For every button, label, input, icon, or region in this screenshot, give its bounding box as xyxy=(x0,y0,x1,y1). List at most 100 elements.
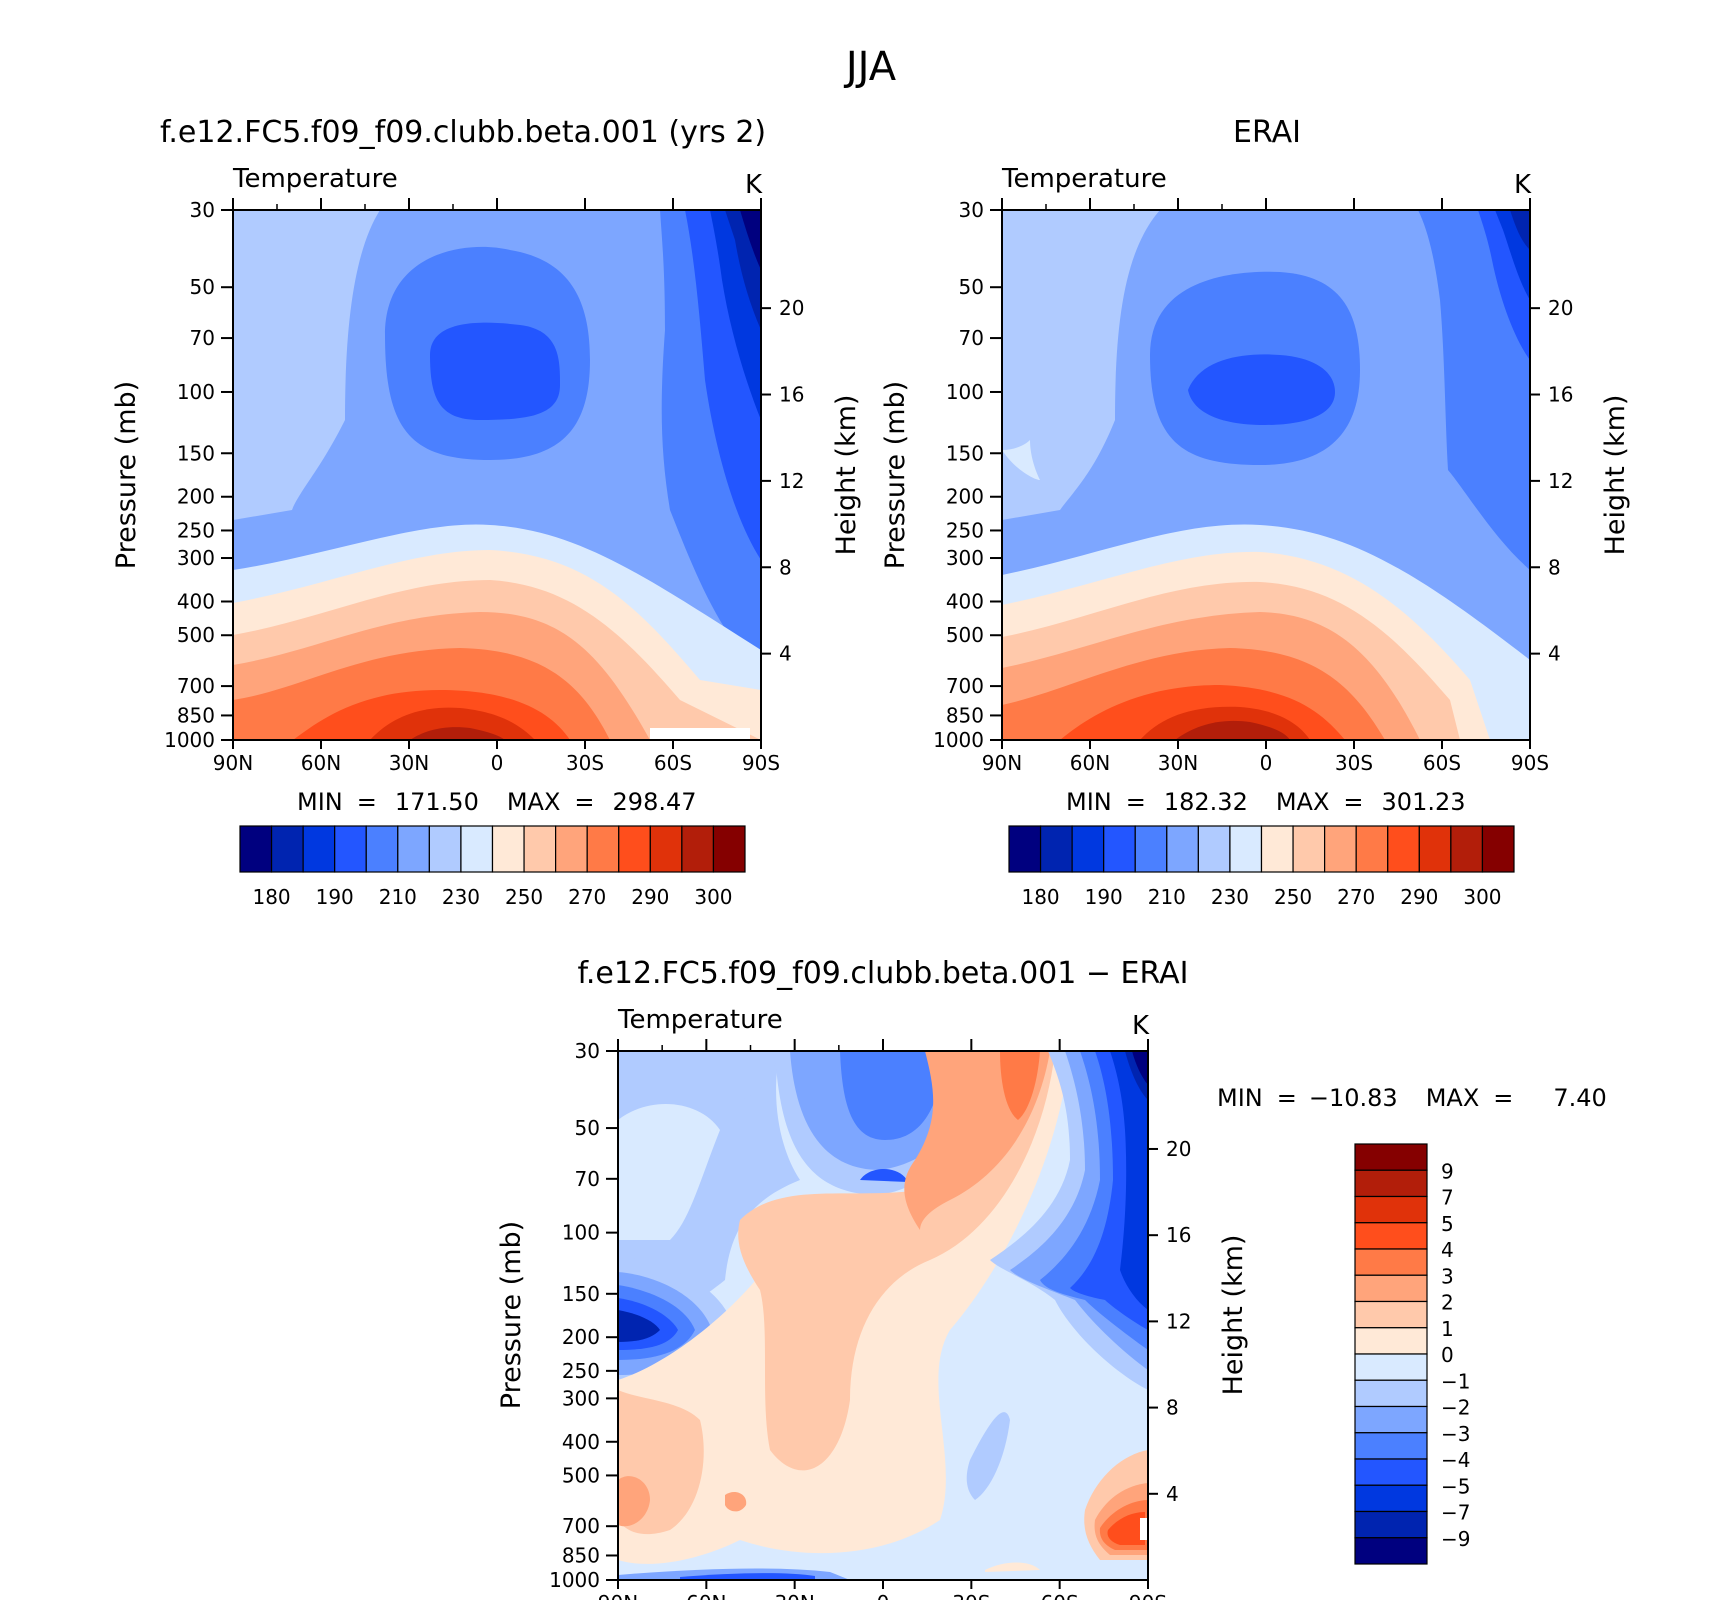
panel-model-variable: Temperature xyxy=(232,164,398,194)
panel-obs-max-label: MAX xyxy=(1276,788,1330,816)
x-tick-label: 90N xyxy=(982,751,1022,775)
colorbar-label: −1 xyxy=(1441,1369,1470,1393)
y-right-tick-label: 4 xyxy=(1166,1482,1179,1506)
y-tick-label: 850 xyxy=(177,703,215,727)
colorbar-box xyxy=(1354,1300,1428,1329)
colorbar-box xyxy=(1354,1222,1428,1250)
colorbar-box xyxy=(1039,825,1073,873)
y-tick-label: 500 xyxy=(177,623,215,647)
y-right-tick-label: 8 xyxy=(1548,555,1561,579)
colorbar-box xyxy=(1354,1458,1428,1486)
panel-diff: f.e12.FC5.f09_f09.clubb.beta.001 − ERAI … xyxy=(496,956,1607,1604)
colorbar-box xyxy=(1387,825,1420,873)
colorbar-label: 210 xyxy=(379,885,417,909)
colorbar-box xyxy=(239,825,273,873)
colorbar-box xyxy=(1354,1484,1428,1513)
x-tick-label: 60N xyxy=(686,1591,726,1600)
y-tick-label: 250 xyxy=(562,1359,600,1383)
colorbar-label: 1 xyxy=(1441,1317,1454,1341)
y-tick-label: 70 xyxy=(959,326,984,350)
y-tick-label: 300 xyxy=(177,546,215,570)
y-right-tick-label: 12 xyxy=(779,469,804,493)
colorbar-box xyxy=(1354,1510,1428,1539)
colorbar-label: 7 xyxy=(1441,1186,1454,1210)
y-tick-label: 30 xyxy=(190,198,215,222)
y-right-tick-label: 8 xyxy=(779,555,792,579)
colorbar-box xyxy=(1450,825,1484,873)
colorbar-label: 9 xyxy=(1441,1159,1454,1183)
y-tick-label: 1000 xyxy=(164,728,215,752)
y-tick-label: 150 xyxy=(562,1282,600,1306)
y-tick-label: 400 xyxy=(177,590,215,614)
panel-diff-units: K xyxy=(1132,1011,1150,1041)
y-tick-label: 850 xyxy=(562,1543,600,1567)
y-tick-label: 100 xyxy=(946,380,984,404)
y-tick-label: 400 xyxy=(562,1430,600,1454)
panel-model-eq2: = xyxy=(574,788,594,816)
colorbar-box xyxy=(1354,1195,1428,1224)
panel-diff-axes: 90N 60N 30N 0 30S 60S 90S 30 50 70 100 150 200 250 300… xyxy=(549,1039,1191,1604)
colorbar-box xyxy=(302,825,336,873)
panel-obs-variable: Temperature xyxy=(1001,164,1167,194)
y-tick-label: 70 xyxy=(575,1167,600,1191)
x-tick-label: 60N xyxy=(1070,751,1110,775)
panel-obs-eq2: = xyxy=(1343,788,1363,816)
panel-obs-eq1: = xyxy=(1126,788,1146,816)
colorbar-box xyxy=(1008,825,1042,873)
x-tick-label: 30S xyxy=(1335,751,1373,775)
x-tick-label: 60S xyxy=(1041,1591,1079,1600)
panel-diff-max-value: 7.40 xyxy=(1553,1084,1606,1112)
colorbar-box xyxy=(1324,825,1357,873)
x-tick-label: 60N xyxy=(301,751,341,775)
x-tick-label: 30N xyxy=(774,1591,814,1600)
colorbar-box xyxy=(428,825,462,873)
panel-model-colorbar: 180 190 210 230 250 270 290 300 xyxy=(239,825,746,909)
colorbar-label: 210 xyxy=(1148,885,1186,909)
y-tick-label: 30 xyxy=(959,198,984,222)
panel-obs-field xyxy=(1002,210,1530,740)
colorbar-box xyxy=(460,825,494,873)
y-right-tick-label: 20 xyxy=(779,296,804,320)
panel-model: f.e12.FC5.f09_f09.clubb.beta.001 (yrs 2)… xyxy=(111,115,862,909)
panel-diff-field xyxy=(618,1051,1148,1580)
colorbar-label: 300 xyxy=(694,885,732,909)
y-right-tick-label: 8 xyxy=(1166,1396,1179,1420)
y-tick-label: 250 xyxy=(177,518,215,542)
y-tick-label: 200 xyxy=(946,485,984,509)
colorbar-label: −4 xyxy=(1441,1448,1470,1472)
panel-model-max-value: 298.47 xyxy=(613,788,697,816)
colorbar-label: −7 xyxy=(1441,1501,1470,1525)
colorbar-label: 3 xyxy=(1441,1264,1454,1288)
y-tick-label: 700 xyxy=(562,1514,600,1538)
y-tick-label: 700 xyxy=(177,674,215,698)
y-right-tick-label: 16 xyxy=(1548,383,1573,407)
panel-obs-max-value: 301.23 xyxy=(1382,788,1466,816)
y-right-tick-label: 12 xyxy=(1548,469,1573,493)
panel-model-max-label: MAX xyxy=(507,788,561,816)
colorbar-label: 190 xyxy=(316,885,354,909)
panel-model-min-value: 171.50 xyxy=(395,788,479,816)
y-tick-label: 50 xyxy=(190,275,215,299)
y-tick-label: 70 xyxy=(190,326,215,350)
panel-obs-min-label: MIN xyxy=(1066,788,1112,816)
y-right-tick-label: 4 xyxy=(1548,642,1561,666)
colorbar-box xyxy=(365,825,399,873)
colorbar-box xyxy=(1481,825,1515,873)
panel-obs: ERAI Temperature K 90N 60N 30N 0 30S 60S 90S 30… xyxy=(880,115,1631,909)
colorbar-box xyxy=(618,825,651,873)
x-tick-label: 60S xyxy=(1423,751,1461,775)
x-tick-label: 30N xyxy=(389,751,429,775)
panel-diff-variable: Temperature xyxy=(617,1005,783,1035)
panel-diff-min-value: −10.83 xyxy=(1309,1084,1398,1112)
y-tick-label: 100 xyxy=(177,380,215,404)
y-right-tick-label: 12 xyxy=(1166,1309,1191,1333)
colorbar-box xyxy=(397,825,430,873)
panel-diff-title: f.e12.FC5.f09_f09.clubb.beta.001 − ERAI xyxy=(578,956,1189,991)
colorbar-box xyxy=(1292,825,1326,873)
panel-model-min-label: MIN xyxy=(297,788,343,816)
y-tick-label: 200 xyxy=(562,1325,600,1349)
colorbar-label: 5 xyxy=(1441,1212,1454,1236)
colorbar-box xyxy=(1354,1274,1428,1303)
